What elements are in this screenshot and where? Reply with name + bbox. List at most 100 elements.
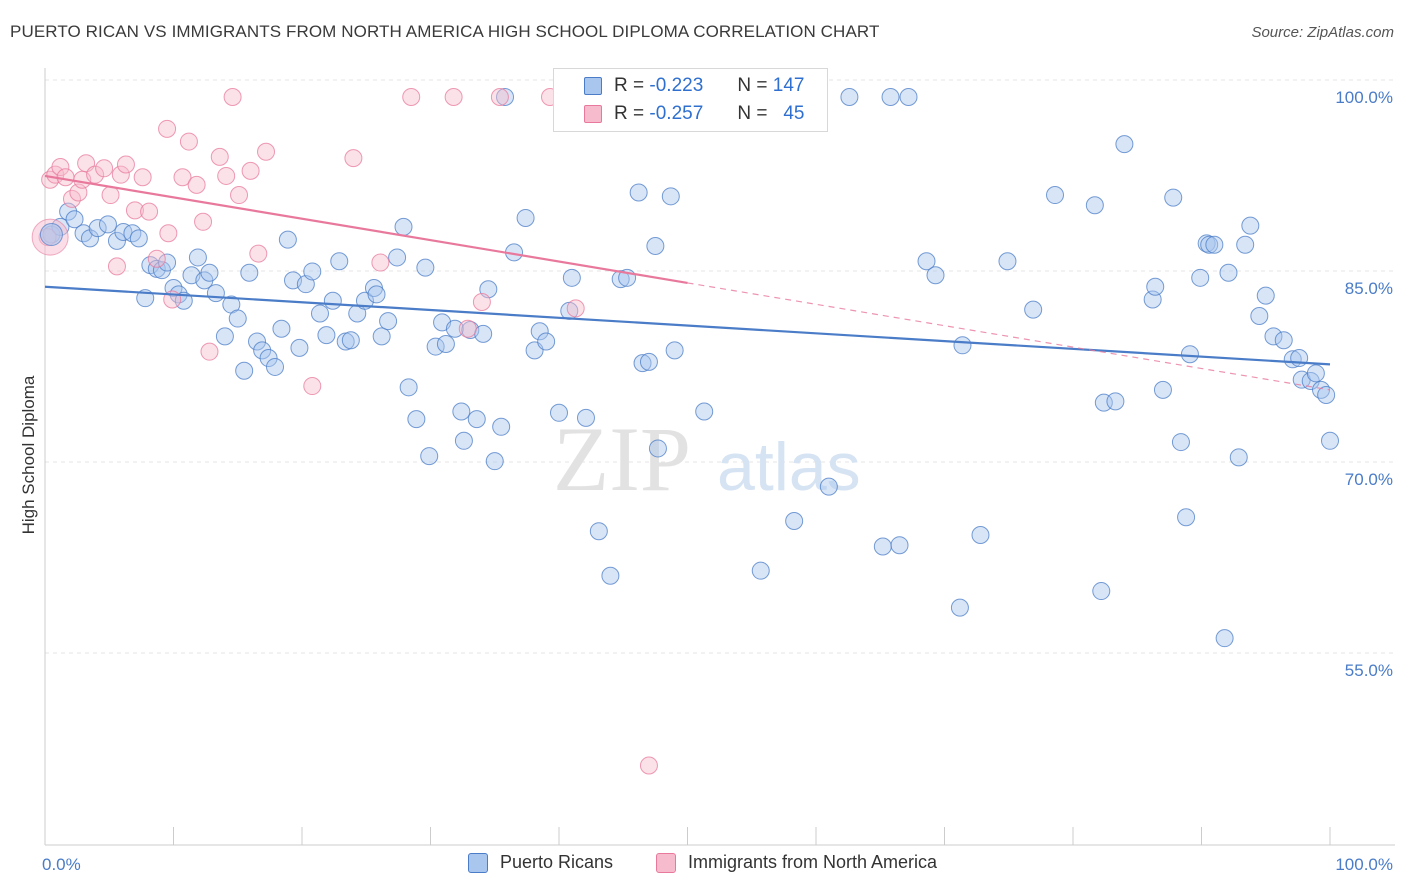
point-puerto-rican xyxy=(589,522,608,541)
legend-n-value: 45 xyxy=(783,103,805,124)
point-puerto-rican xyxy=(1219,263,1238,282)
point-immigrant-north-america xyxy=(62,189,81,208)
point-puerto-rican xyxy=(819,477,838,496)
point-puerto-rican xyxy=(474,324,493,343)
legend-n-label: N = xyxy=(737,75,768,96)
point-puerto-rican xyxy=(454,431,473,450)
point-puerto-rican xyxy=(188,248,207,267)
point-puerto-rican xyxy=(1241,216,1260,235)
point-immigrant-north-america xyxy=(303,377,322,396)
point-puerto-rican xyxy=(1177,508,1196,527)
point-puerto-rican xyxy=(174,291,193,310)
point-immigrant-north-america xyxy=(159,224,178,243)
stats-legend: R = -0.223 N = 147 R = -0.257 N = 45 xyxy=(553,68,828,132)
point-puerto-rican xyxy=(278,230,297,249)
point-puerto-rican xyxy=(98,215,117,234)
point-puerto-rican xyxy=(407,410,426,429)
point-immigrant-north-america xyxy=(158,119,177,138)
point-immigrant-north-america xyxy=(51,158,70,177)
point-puerto-rican xyxy=(248,332,267,351)
point-immigrant-north-america xyxy=(490,88,509,106)
chart-source: Source: ZipAtlas.com xyxy=(1251,24,1394,41)
point-puerto-rican xyxy=(873,537,892,556)
legend-r-value: -0.223 xyxy=(649,75,704,96)
point-puerto-rican xyxy=(206,284,225,303)
point-puerto-rican xyxy=(467,410,486,429)
point-immigrant-north-america xyxy=(116,155,135,174)
point-puerto-rican xyxy=(394,217,413,236)
point-puerto-rican xyxy=(1164,188,1183,207)
bottom-legend-label: Puerto Ricans xyxy=(500,852,614,872)
bottom-legend-immigrants: Immigrants from North America xyxy=(656,852,937,873)
point-immigrant-north-america xyxy=(95,159,114,178)
point-immigrant-north-america xyxy=(217,166,236,185)
point-puerto-rican xyxy=(379,312,398,331)
point-puerto-rican xyxy=(1191,268,1210,287)
point-immigrant-north-america xyxy=(402,88,421,106)
point-puerto-rican xyxy=(1092,582,1111,601)
point-immigrant-north-america xyxy=(194,212,213,231)
point-immigrant-north-america xyxy=(472,293,491,312)
point-immigrant-north-america xyxy=(125,201,144,220)
point-puerto-rican xyxy=(1229,448,1248,467)
point-puerto-rican xyxy=(998,252,1017,271)
point-puerto-rican xyxy=(445,319,464,338)
point-immigrant-north-america xyxy=(257,142,276,161)
bottom-legend-puerto-ricans: Puerto Ricans xyxy=(468,852,613,873)
point-puerto-rican xyxy=(158,253,177,272)
point-puerto-rican xyxy=(1256,286,1275,305)
point-puerto-rican xyxy=(695,402,714,421)
point-puerto-rican xyxy=(1306,364,1325,383)
legend-swatch-blue xyxy=(584,77,602,95)
point-puerto-rican xyxy=(399,378,418,397)
point-puerto-rican xyxy=(323,291,342,310)
point-puerto-rican xyxy=(665,341,684,360)
point-puerto-rican xyxy=(426,337,445,356)
point-puerto-rican xyxy=(420,447,439,466)
point-immigrant-north-america xyxy=(56,168,75,187)
point-puerto-rican xyxy=(235,361,254,380)
point-puerto-rican xyxy=(65,210,84,229)
x-tick-label: 100.0% xyxy=(1335,855,1393,874)
point-puerto-rican xyxy=(971,526,990,545)
point-puerto-rican xyxy=(516,208,535,227)
point-puerto-rican xyxy=(1205,235,1224,254)
point-puerto-rican xyxy=(899,88,918,106)
y-tick-label: 70.0% xyxy=(1345,470,1393,489)
point-puerto-rican xyxy=(388,248,407,267)
point-puerto-rican xyxy=(917,252,936,271)
point-puerto-rican xyxy=(240,263,259,282)
point-puerto-rican xyxy=(550,403,568,422)
point-puerto-rican xyxy=(840,88,859,106)
point-puerto-rican xyxy=(436,335,455,354)
point-immigrant-north-america xyxy=(566,299,585,318)
trendline-immigrants-extension xyxy=(687,282,1331,391)
point-puerto-rican xyxy=(751,561,770,580)
point-puerto-rican xyxy=(648,439,667,458)
point-puerto-rican xyxy=(303,262,322,281)
point-puerto-rican xyxy=(310,304,329,323)
point-puerto-rican xyxy=(881,88,900,106)
point-puerto-rican xyxy=(953,336,972,355)
point-immigrant-north-america xyxy=(444,88,463,106)
point-immigrant-north-america xyxy=(639,756,658,775)
point-immigrant-north-america xyxy=(187,175,206,194)
point-puerto-rican xyxy=(537,332,556,351)
legend-r-label: R = xyxy=(614,103,645,124)
point-puerto-rican xyxy=(1283,350,1302,369)
point-puerto-rican xyxy=(80,229,99,248)
point-puerto-rican xyxy=(290,338,309,357)
legend-n-value: 147 xyxy=(772,75,805,96)
y-tick-label: 100.0% xyxy=(1335,88,1393,107)
trendline-puerto-ricans xyxy=(44,285,1331,366)
point-puerto-rican xyxy=(129,229,148,248)
axes xyxy=(44,68,1395,846)
legend-n-label: N = xyxy=(737,103,768,124)
point-puerto-rican xyxy=(367,285,386,304)
chart-title: PUERTO RICAN VS IMMIGRANTS FROM NORTH AM… xyxy=(10,22,880,41)
point-puerto-rican xyxy=(576,408,595,427)
point-puerto-rican xyxy=(341,331,360,350)
point-puerto-rican xyxy=(88,219,107,238)
point-puerto-rican xyxy=(200,263,219,282)
